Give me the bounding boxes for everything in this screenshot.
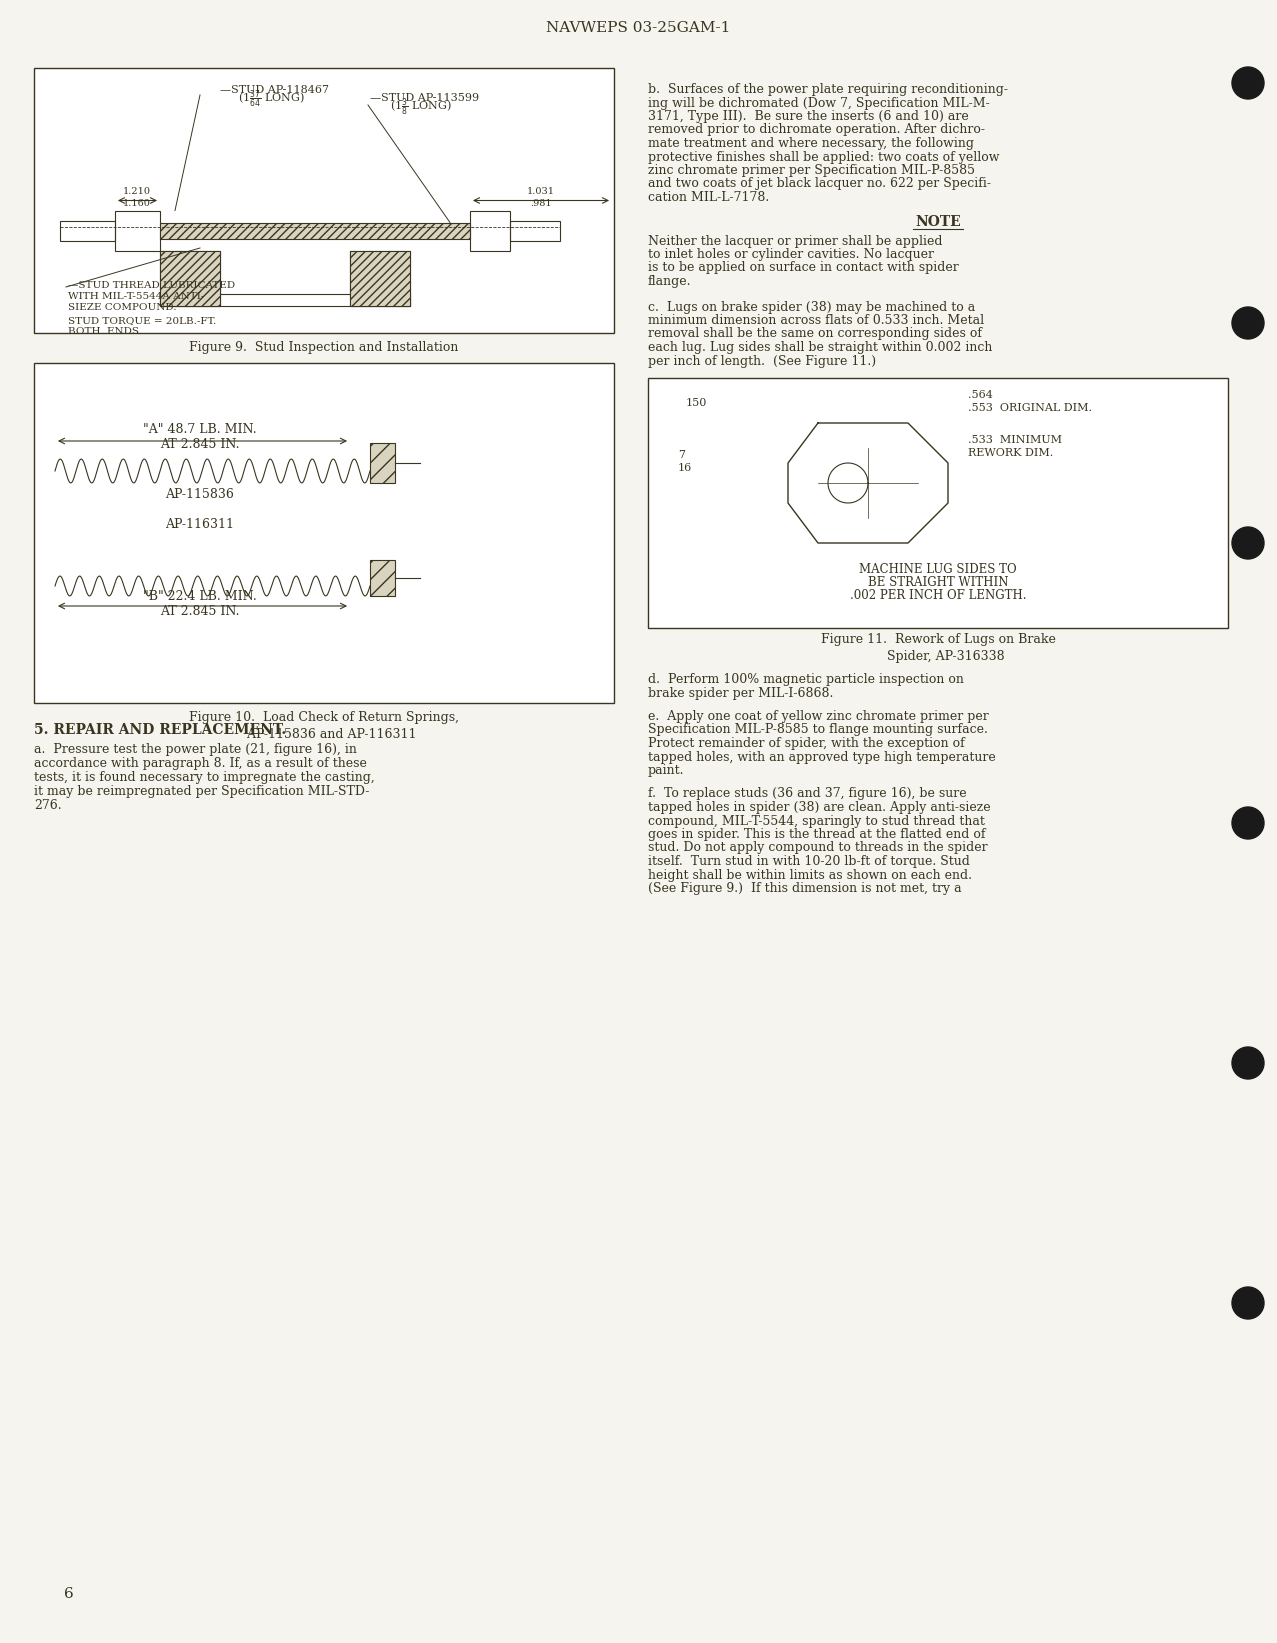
Text: 1.031: 1.031 xyxy=(527,187,555,196)
Text: Figure 9.  Stud Inspection and Installation: Figure 9. Stud Inspection and Installati… xyxy=(189,342,458,353)
Text: 276.: 276. xyxy=(34,798,61,812)
Text: AP-116311: AP-116311 xyxy=(166,518,235,531)
Text: 6: 6 xyxy=(64,1587,74,1600)
Text: AT 2.845 IN.: AT 2.845 IN. xyxy=(160,439,240,450)
Bar xyxy=(350,250,410,306)
Text: cation MIL-L-7178.: cation MIL-L-7178. xyxy=(647,191,769,204)
Text: —STUD AP-113599: —STUD AP-113599 xyxy=(370,94,479,104)
Bar xyxy=(34,67,614,334)
Circle shape xyxy=(1232,307,1264,338)
Text: paint.: paint. xyxy=(647,764,684,777)
Bar xyxy=(160,222,470,238)
Text: tapped holes, with an approved type high temperature: tapped holes, with an approved type high… xyxy=(647,751,996,764)
Text: 150: 150 xyxy=(686,398,707,407)
Text: NAVWEPS 03-25GAM-1: NAVWEPS 03-25GAM-1 xyxy=(545,21,730,35)
Text: STUD TORQUE = 20LB.-FT.: STUD TORQUE = 20LB.-FT. xyxy=(68,315,216,325)
Text: f.  To replace studs (36 and 37, figure 16), be sure: f. To replace studs (36 and 37, figure 1… xyxy=(647,787,967,800)
Bar xyxy=(160,250,220,306)
Text: Neither the lacquer or primer shall be applied: Neither the lacquer or primer shall be a… xyxy=(647,235,942,248)
Text: (See Figure 9.)  If this dimension is not met, try a: (See Figure 9.) If this dimension is not… xyxy=(647,882,962,895)
Bar xyxy=(60,220,115,240)
Bar xyxy=(115,210,160,250)
Text: goes in spider. This is the thread at the flatted end of: goes in spider. This is the thread at th… xyxy=(647,828,986,841)
Text: "B" 22.4 LB. MIN.: "B" 22.4 LB. MIN. xyxy=(143,590,257,603)
Text: accordance with paragraph 8. If, as a result of these: accordance with paragraph 8. If, as a re… xyxy=(34,757,366,771)
Text: ing will be dichromated (Dow 7, Specification MIL-M-: ing will be dichromated (Dow 7, Specific… xyxy=(647,97,990,110)
Text: 7: 7 xyxy=(678,450,684,460)
Text: zinc chromate primer per Specification MIL-P-8585: zinc chromate primer per Specification M… xyxy=(647,164,976,177)
Circle shape xyxy=(1232,807,1264,840)
Text: (1$\frac{37}{64}$ LONG): (1$\frac{37}{64}$ LONG) xyxy=(238,89,305,110)
Text: (1$\frac{3}{8}$ LONG): (1$\frac{3}{8}$ LONG) xyxy=(389,97,452,118)
Text: 16: 16 xyxy=(678,463,692,473)
Text: compound, MIL-T-5544, sparingly to stud thread that: compound, MIL-T-5544, sparingly to stud … xyxy=(647,815,985,828)
Text: mate treatment and where necessary, the following: mate treatment and where necessary, the … xyxy=(647,136,974,150)
Circle shape xyxy=(1232,1047,1264,1079)
Text: AP-115836: AP-115836 xyxy=(166,488,235,501)
Bar xyxy=(370,560,395,596)
Text: e.  Apply one coat of yellow zinc chromate primer per: e. Apply one coat of yellow zinc chromat… xyxy=(647,710,988,723)
Text: Figure 11.  Rework of Lugs on Brake
    Spider, AP-316338: Figure 11. Rework of Lugs on Brake Spide… xyxy=(821,633,1055,664)
Text: minimum dimension across flats of 0.533 inch. Metal: minimum dimension across flats of 0.533 … xyxy=(647,314,985,327)
Text: Protect remainder of spider, with the exception of: Protect remainder of spider, with the ex… xyxy=(647,738,964,749)
Text: 1.210: 1.210 xyxy=(123,187,151,196)
Text: removed prior to dichromate operation. After dichro-: removed prior to dichromate operation. A… xyxy=(647,123,985,136)
Text: tests, it is found necessary to impregnate the casting,: tests, it is found necessary to impregna… xyxy=(34,771,374,784)
Text: height shall be within limits as shown on each end.: height shall be within limits as shown o… xyxy=(647,869,972,882)
Text: a.  Pressure test the power plate (21, figure 16), in: a. Pressure test the power plate (21, fi… xyxy=(34,743,356,756)
Text: d.  Perform 100% magnetic particle inspection on: d. Perform 100% magnetic particle inspec… xyxy=(647,674,964,687)
Text: SIEZE COMPOUND.: SIEZE COMPOUND. xyxy=(68,302,176,312)
Text: each lug. Lug sides shall be straight within 0.002 inch: each lug. Lug sides shall be straight wi… xyxy=(647,342,992,353)
Circle shape xyxy=(1232,67,1264,99)
Text: BOTH  ENDS: BOTH ENDS xyxy=(68,327,139,337)
Text: BE STRAIGHT WITHIN: BE STRAIGHT WITHIN xyxy=(868,577,1009,588)
Bar xyxy=(647,378,1228,628)
Text: b.  Surfaces of the power plate requiring reconditioning-: b. Surfaces of the power plate requiring… xyxy=(647,84,1008,95)
Text: Specification MIL-P-8585 to flange mounting surface.: Specification MIL-P-8585 to flange mount… xyxy=(647,723,988,736)
Text: is to be applied on surface in contact with spider: is to be applied on surface in contact w… xyxy=(647,261,959,274)
Text: NOTE: NOTE xyxy=(916,215,960,228)
Bar xyxy=(34,363,614,703)
Text: c.  Lugs on brake spider (38) may be machined to a: c. Lugs on brake spider (38) may be mach… xyxy=(647,301,976,314)
Text: Figure 10.  Load Check of Return Springs,
    AP-115836 and AP-116311: Figure 10. Load Check of Return Springs,… xyxy=(189,711,458,741)
Bar xyxy=(350,250,410,306)
Text: 3171, Type III).  Be sure the inserts (6 and 10) are: 3171, Type III). Be sure the inserts (6 … xyxy=(647,110,969,123)
Text: MACHINE LUG SIDES TO: MACHINE LUG SIDES TO xyxy=(859,564,1016,577)
Text: .533  MINIMUM: .533 MINIMUM xyxy=(968,435,1062,445)
Text: .553  ORIGINAL DIM.: .553 ORIGINAL DIM. xyxy=(968,403,1092,412)
Circle shape xyxy=(1232,1286,1264,1319)
Text: stud. Do not apply compound to threads in the spider: stud. Do not apply compound to threads i… xyxy=(647,841,987,854)
Text: flange.: flange. xyxy=(647,274,692,288)
Text: tapped holes in spider (38) are clean. Apply anti-sieze: tapped holes in spider (38) are clean. A… xyxy=(647,802,991,813)
Text: itself.  Turn stud in with 10-20 lb-ft of torque. Stud: itself. Turn stud in with 10-20 lb-ft of… xyxy=(647,854,969,868)
Text: —STUD AP-118467: —STUD AP-118467 xyxy=(220,85,329,95)
Text: it may be reimpregnated per Specification MIL-STD-: it may be reimpregnated per Specificatio… xyxy=(34,785,369,798)
Text: AT 2.845 IN.: AT 2.845 IN. xyxy=(160,605,240,618)
Text: to inlet holes or cylinder cavities. No lacquer: to inlet holes or cylinder cavities. No … xyxy=(647,248,933,261)
Text: brake spider per MIL-I-6868.: brake spider per MIL-I-6868. xyxy=(647,687,834,700)
Text: "A" 48.7 LB. MIN.: "A" 48.7 LB. MIN. xyxy=(143,422,257,435)
Bar xyxy=(510,220,561,240)
Text: REWORK DIM.: REWORK DIM. xyxy=(968,449,1054,458)
Bar xyxy=(160,250,220,306)
Text: WITH MIL-T-5544A ANTI-: WITH MIL-T-5544A ANTI- xyxy=(68,292,204,301)
Text: per inch of length.  (See Figure 11.): per inch of length. (See Figure 11.) xyxy=(647,355,876,368)
Text: protective finishes shall be applied: two coats of yellow: protective finishes shall be applied: tw… xyxy=(647,151,1000,164)
Bar xyxy=(370,444,395,483)
Text: removal shall be the same on corresponding sides of: removal shall be the same on correspondi… xyxy=(647,327,982,340)
Text: .002 PER INCH OF LENGTH.: .002 PER INCH OF LENGTH. xyxy=(849,588,1027,601)
Text: .981: .981 xyxy=(530,199,552,209)
Text: .564: .564 xyxy=(968,389,994,399)
Text: 1.160: 1.160 xyxy=(123,199,151,209)
Circle shape xyxy=(1232,527,1264,559)
Text: and two coats of jet black lacquer no. 622 per Specifi-: and two coats of jet black lacquer no. 6… xyxy=(647,177,991,191)
Bar xyxy=(470,210,510,250)
Text: —STUD THREAD LUBRICATED: —STUD THREAD LUBRICATED xyxy=(68,281,235,291)
Text: 5. REPAIR AND REPLACEMENT.: 5. REPAIR AND REPLACEMENT. xyxy=(34,723,286,738)
Bar xyxy=(160,294,410,306)
